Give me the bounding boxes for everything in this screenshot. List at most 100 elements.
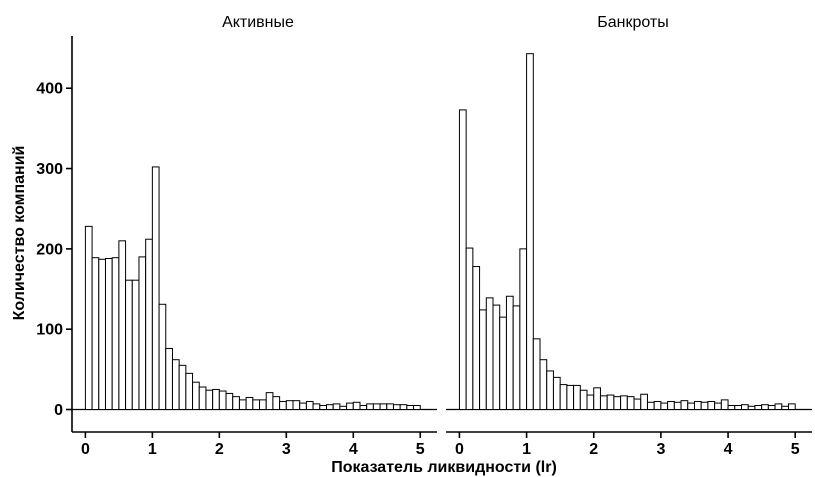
histogram-bar xyxy=(552,376,561,411)
histogram-bar xyxy=(372,403,381,411)
x-tick-label: 3 xyxy=(282,441,291,458)
histogram-bar xyxy=(774,403,783,411)
histogram-bar xyxy=(707,400,716,411)
histogram-bar xyxy=(740,404,749,411)
x-tick-label: 1 xyxy=(522,441,531,458)
histogram-bar xyxy=(332,403,341,411)
histogram-bar xyxy=(539,359,548,411)
y-tick-label: 200 xyxy=(36,241,63,258)
x-tick-label: 5 xyxy=(416,441,425,458)
histogram-bar xyxy=(640,393,648,411)
histogram-bar xyxy=(505,295,514,411)
histogram-bar xyxy=(319,404,327,411)
histogram-bar xyxy=(165,347,173,411)
panel-right: Банкроты xyxy=(446,14,812,411)
histogram-bar xyxy=(125,279,133,411)
histogram-bar xyxy=(767,404,776,411)
histogram-bar xyxy=(526,53,534,411)
panel-left: Активные xyxy=(72,14,437,411)
histogram-bar xyxy=(720,399,729,411)
histogram-bar xyxy=(573,384,581,411)
histogram-bar xyxy=(727,404,736,411)
histogram-bar xyxy=(787,403,796,411)
histogram-bar xyxy=(218,390,227,411)
histogram-bar xyxy=(111,257,120,411)
histogram-bar xyxy=(252,399,261,411)
histogram-bar xyxy=(84,225,93,411)
histogram-bar xyxy=(633,398,642,411)
histogram-bar xyxy=(379,403,388,411)
histogram-bar xyxy=(399,404,408,411)
histogram-bar xyxy=(305,400,314,411)
histogram-bar xyxy=(265,392,274,411)
histogram-bar xyxy=(178,364,187,411)
histogram-bar xyxy=(366,403,374,411)
histogram-bar xyxy=(653,400,662,411)
histogram-bar xyxy=(546,370,554,411)
histogram-bar xyxy=(245,396,254,411)
histogram-bar xyxy=(285,400,294,411)
histogram-bar xyxy=(667,400,675,411)
histogram-bar xyxy=(519,248,528,411)
panel-right-bars xyxy=(446,53,812,411)
histogram-bar xyxy=(485,297,494,411)
histogram-bar xyxy=(238,399,247,411)
histogram-bar xyxy=(499,316,507,411)
x-tick-label: 2 xyxy=(215,441,224,458)
histogram-bar xyxy=(465,247,474,411)
histogram-bar xyxy=(98,258,106,411)
histogram-bar xyxy=(91,257,100,411)
histogram-bar xyxy=(620,395,628,411)
histogram-bar xyxy=(192,381,200,411)
y-tick-label: 400 xyxy=(36,81,63,98)
histogram-bar xyxy=(579,389,588,411)
histogram-bar xyxy=(145,238,153,411)
histogram-bar xyxy=(131,279,140,411)
histogram-bar xyxy=(626,396,635,411)
histogram-bar xyxy=(559,384,568,411)
histogram-bar xyxy=(232,396,240,411)
histogram-bar xyxy=(687,402,695,411)
histogram-bar xyxy=(700,401,709,411)
histogram-bar xyxy=(299,402,307,411)
histogram-bar xyxy=(386,403,394,411)
histogram-bar xyxy=(606,394,615,411)
histogram-bar xyxy=(593,387,601,411)
histogram-bar xyxy=(171,359,180,411)
histogram-bar xyxy=(599,395,608,411)
histogram-bar xyxy=(680,400,689,411)
histogram-bar xyxy=(118,240,127,411)
y-axis-title: Количество компаний xyxy=(11,146,28,321)
x-tick-label: 4 xyxy=(724,441,733,458)
histogram-bar xyxy=(492,304,501,411)
histogram-bar xyxy=(346,402,354,411)
x-tick-label: 0 xyxy=(455,441,464,458)
histogram-bar xyxy=(279,400,287,411)
x-tick-label: 2 xyxy=(589,441,598,458)
histogram-bar xyxy=(512,305,521,411)
histogram-bar xyxy=(312,403,321,411)
histogram-bar xyxy=(272,396,281,411)
y-tick-label: 300 xyxy=(36,161,63,178)
histogram-bar xyxy=(185,372,194,411)
histogram-bar xyxy=(781,405,789,411)
x-axis-title: Показатель ликвидности (lr) xyxy=(331,459,557,476)
histogram-bar xyxy=(352,401,361,411)
histogram-bar xyxy=(714,402,722,411)
y-tick-label: 100 xyxy=(36,322,63,339)
histogram-bar xyxy=(225,392,234,411)
x-tick-label: 1 xyxy=(148,441,157,458)
histogram-bar xyxy=(532,338,541,411)
histogram-bar xyxy=(292,400,301,411)
histogram-bar xyxy=(339,405,348,411)
histogram-bar xyxy=(566,384,575,411)
histogram-bar xyxy=(151,166,160,411)
histogram-bar xyxy=(413,404,421,411)
histogram-bar xyxy=(660,402,669,411)
histogram-bar xyxy=(392,404,401,411)
histogram-bar xyxy=(586,394,595,411)
histogram-bar xyxy=(359,404,368,411)
x-tick-label: 5 xyxy=(791,441,800,458)
histogram-bar xyxy=(138,256,147,411)
histogram-bar xyxy=(198,386,207,411)
